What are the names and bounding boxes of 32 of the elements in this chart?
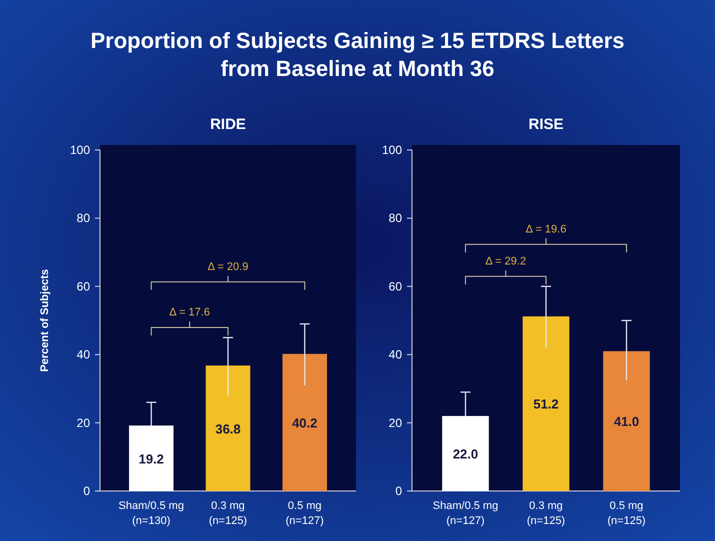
x-tick-label: 0.3 mg (n=125) — [526, 500, 566, 527]
chart-subtitle: RIDE — [210, 116, 246, 133]
data-label: 51.2 — [533, 396, 559, 412]
y-axis-title: Percent of Subjects — [39, 269, 51, 372]
y-tick-label: 20 — [76, 416, 90, 430]
x-tick-label: 0.5 mg (n=125) — [607, 500, 646, 527]
data-label: 19.2 — [138, 451, 164, 466]
x-tick-label: 0.3 mg (n=125) — [208, 500, 248, 527]
y-tick-label: 40 — [388, 348, 402, 362]
y-tick-label: 60 — [76, 279, 90, 294]
data-label: 41.0 — [614, 414, 640, 430]
chart-title: Proportion of Subjects Gaining ≥ 15 ETDRS Letters from Baseline at Month 36 — [90, 28, 625, 81]
annotation: Δ = 19.6 — [526, 223, 566, 236]
data-label: 40.2 — [292, 415, 318, 430]
x-tick-label: 0.5 mg (n=127) — [286, 500, 324, 527]
x-tick-label: Sham/0.5 mg (n=130) — [118, 500, 184, 527]
y-tick-label: 20 — [388, 416, 402, 430]
y-tick-label: 80 — [388, 211, 402, 226]
annotation: Δ = 17.6 — [169, 306, 210, 319]
chart-subtitle: RISE — [528, 116, 564, 133]
data-label: 36.8 — [215, 421, 241, 436]
y-tick-label: 0 — [395, 484, 402, 498]
x-tick-label: Sham/0.5 mg (n=127) — [432, 500, 498, 527]
y-tick-label: 0 — [83, 484, 90, 498]
y-tick-label: 100 — [70, 143, 90, 157]
y-tick-label: 80 — [76, 211, 90, 226]
data-label: 22.0 — [452, 446, 478, 462]
annotation: Δ = 29.2 — [485, 255, 526, 268]
y-tick-label: 100 — [382, 143, 402, 157]
annotation: Δ = 20.9 — [208, 260, 248, 273]
y-tick-label: 60 — [388, 279, 402, 294]
y-tick-label: 40 — [76, 348, 90, 362]
